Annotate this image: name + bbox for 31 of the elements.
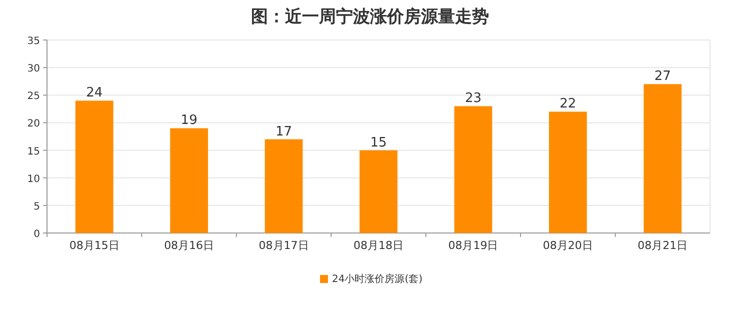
x-tick-label: 08月21日 [638,239,688,252]
y-tick-label: 15 [27,146,40,158]
data-label: 24 [86,86,103,101]
x-tick-label: 08月18日 [354,239,404,252]
data-label: 15 [370,135,387,150]
x-tick-label: 08月15日 [69,239,120,252]
y-tick-label: 25 [27,91,40,102]
bar [548,112,587,233]
data-label: 17 [276,124,292,140]
bar [170,128,208,233]
x-tick-label: 08月19日 [448,239,498,252]
bar [264,139,303,233]
y-tick-label: 10 [27,174,40,185]
y-tick-label: 20 [27,118,40,130]
bar [360,150,398,233]
x-tick-label: 08月17日 [258,239,309,252]
x-tick-label: 08月16日 [164,239,214,252]
data-label: 23 [464,91,482,106]
legend-label: 24小时涨价房源(套) [332,273,423,285]
y-tick-label: 30 [27,64,40,75]
data-label: 22 [560,96,576,112]
bar [75,100,114,233]
bar [644,84,682,233]
y-tick-label: 0 [34,229,40,240]
y-tick-label: 35 [27,36,40,47]
data-label: 27 [654,69,671,84]
data-label: 19 [180,113,198,128]
bar [454,106,492,233]
y-tick-label: 5 [34,201,40,212]
x-tick-label: 08月20日 [542,239,593,252]
chart-title: 图：近一周宁波涨价房源量走势 [251,7,489,27]
